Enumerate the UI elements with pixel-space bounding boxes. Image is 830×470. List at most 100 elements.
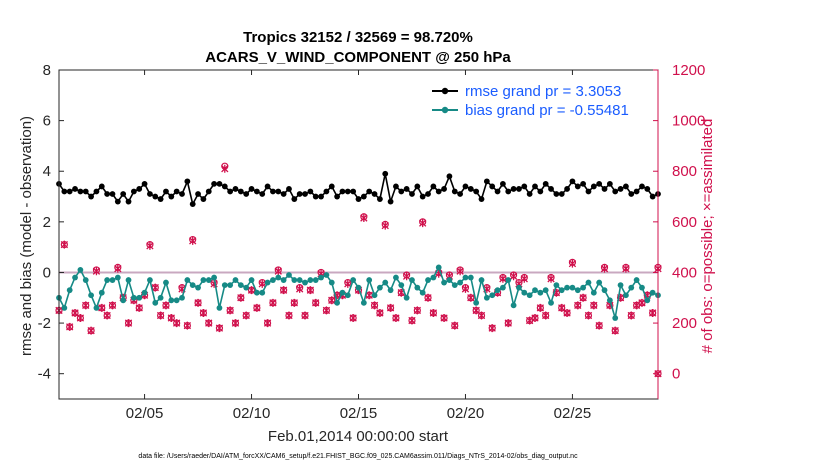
obs-assimilated-point xyxy=(199,308,208,317)
obs-assimilated-point xyxy=(247,286,256,295)
bias-point xyxy=(596,279,603,286)
rmse-point xyxy=(280,191,287,197)
bias-point xyxy=(259,289,266,296)
bias-point xyxy=(179,294,185,301)
obs-assimilated-point xyxy=(574,301,582,310)
bias-point xyxy=(409,277,415,283)
obs-assimilated-point xyxy=(413,306,421,315)
rmse-point xyxy=(136,186,143,192)
bias-point xyxy=(425,277,431,283)
y-right-tick-label: 0 xyxy=(672,366,680,383)
obs-assimilated-point xyxy=(242,311,250,320)
obs-assimilated-point xyxy=(365,291,373,300)
bias-point xyxy=(163,279,169,286)
rmse-point xyxy=(526,191,533,197)
rmse-point xyxy=(430,183,437,190)
rmse-point xyxy=(409,191,415,197)
obs-assimilated-point xyxy=(477,311,486,320)
obs-assimilated-point xyxy=(360,214,368,223)
bias-point xyxy=(558,287,565,294)
rmse-point xyxy=(553,191,560,197)
chart-title-line2: ACARS_V_WIND_COMPONENT @ 250 hPa xyxy=(205,49,511,66)
obs-assimilated-point xyxy=(536,303,544,312)
rmse-point xyxy=(451,188,458,195)
obs-assimilated-point xyxy=(547,274,555,283)
rmse-point xyxy=(334,193,341,200)
rmse-point xyxy=(152,193,159,200)
plot-area xyxy=(59,70,658,399)
bias-point xyxy=(339,289,346,296)
obs-assimilated-point xyxy=(595,321,603,330)
bias-point xyxy=(467,274,474,281)
y-left-tick-label: 4 xyxy=(43,163,51,180)
rmse-point xyxy=(564,186,570,192)
rmse-point xyxy=(403,186,410,192)
bias-point xyxy=(516,284,522,291)
obs-assimilated-point xyxy=(344,279,352,288)
bias-point xyxy=(585,279,592,286)
rmse-point xyxy=(473,188,480,195)
obs-assimilated-point xyxy=(467,293,475,302)
rmse-point xyxy=(141,180,148,187)
obs-assimilated-point xyxy=(162,301,170,310)
rmse-point xyxy=(462,183,469,190)
obs-assimilated-point xyxy=(638,298,646,307)
bias-point xyxy=(451,282,458,289)
obs-assimilated-point xyxy=(504,319,512,328)
rmse-point xyxy=(77,188,84,195)
rmse-point xyxy=(291,196,298,202)
rmse-point xyxy=(398,188,405,195)
obs-assimilated-point xyxy=(215,324,224,333)
y-left-tick-label: 8 xyxy=(43,62,51,79)
rmse-point xyxy=(248,186,255,192)
bias-point xyxy=(77,267,84,273)
legend: rmse grand pr = 3.3053 bias grand pr = -… xyxy=(432,83,629,119)
rmse-point xyxy=(339,188,346,195)
obs-assimilated-point xyxy=(579,293,587,302)
y-left-tick-label: 0 xyxy=(43,264,51,281)
obs-assimilated-point xyxy=(253,303,261,312)
bias-point xyxy=(606,297,613,304)
rmse-point xyxy=(585,188,592,195)
obs-assimilated-point xyxy=(76,314,85,323)
rmse-point xyxy=(88,193,94,200)
bias-point xyxy=(553,282,560,289)
rmse-point xyxy=(601,186,608,192)
rmse-point xyxy=(275,188,282,195)
obs-assimilated-point xyxy=(205,319,213,328)
obs-assimilated-point xyxy=(429,308,438,317)
rmse-point xyxy=(130,188,137,195)
y-left-tick-label: 2 xyxy=(43,214,51,231)
bias-point xyxy=(237,282,244,289)
obs-assimilated-point xyxy=(258,279,266,288)
bias-point xyxy=(564,284,570,291)
obs-assimilated-point xyxy=(98,303,106,312)
obs-assimilated-point xyxy=(92,267,101,276)
rmse-point xyxy=(259,191,266,197)
bias-point xyxy=(200,277,207,283)
obs-assimilated-point xyxy=(456,267,464,276)
obs-assimilated-point xyxy=(499,274,507,283)
bias-point xyxy=(376,284,383,291)
rmse-point xyxy=(494,188,501,195)
rmse-point xyxy=(157,196,164,202)
bias-point xyxy=(168,297,175,304)
bias-point xyxy=(393,274,399,281)
rmse-point xyxy=(596,180,603,187)
rmse-point xyxy=(114,198,121,205)
bias-point xyxy=(147,277,153,283)
obs-assimilated-point xyxy=(520,274,528,283)
rmse-point xyxy=(580,180,587,187)
bias-point xyxy=(323,272,330,278)
obs-assimilated-point xyxy=(146,241,154,250)
obs-assimilated-point xyxy=(103,311,111,320)
rmse-point xyxy=(478,196,485,202)
obs-assimilated-point xyxy=(66,322,74,331)
rmse-point xyxy=(147,191,153,197)
obs-assimilated-point xyxy=(135,303,143,312)
rmse-point xyxy=(574,183,581,190)
obs-assimilated-point xyxy=(632,301,641,310)
bias-point xyxy=(109,277,116,283)
obs-assimilated-point xyxy=(424,293,432,302)
rmse-point xyxy=(606,180,613,187)
